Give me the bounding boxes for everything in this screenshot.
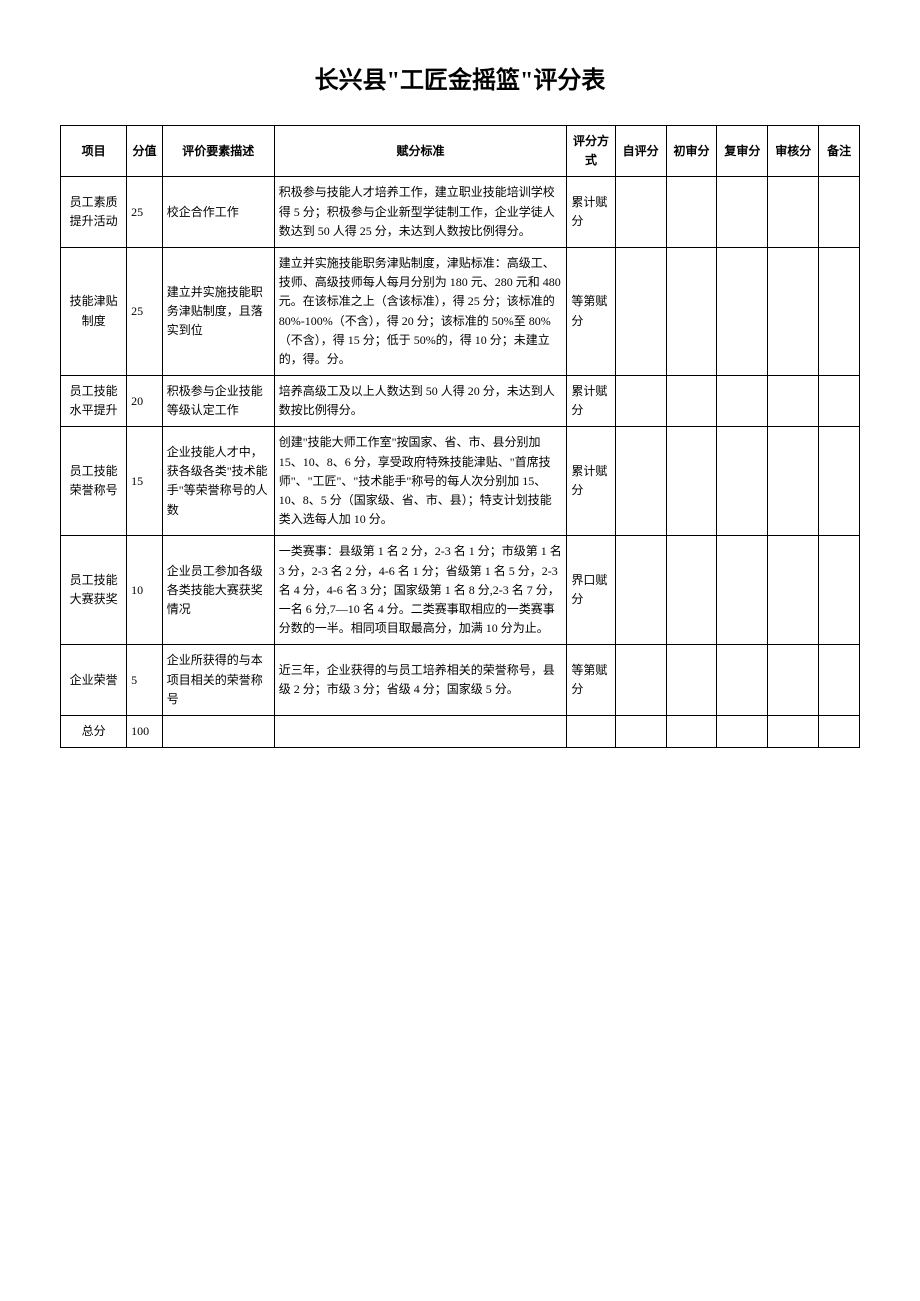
cell-empty: [819, 177, 860, 248]
cell-method: 累计赋分: [567, 177, 615, 248]
cell-standard: 一类赛事：县级第 1 名 2 分，2-3 名 1 分；市级第 1 名 3 分，2…: [274, 536, 567, 645]
cell-empty: [666, 376, 717, 427]
header-remark: 备注: [819, 126, 860, 177]
cell-project: 员工素质提升活动: [61, 177, 127, 248]
cell-empty: [615, 536, 666, 645]
cell-desc: 校企合作工作: [162, 177, 274, 248]
table-header-row: 项目 分值 评价要素描述 赋分标准 评分方式 自评分 初审分 复审分 审核分 备…: [61, 126, 860, 177]
cell-project: 企业荣誉: [61, 645, 127, 716]
cell-empty: [717, 645, 768, 716]
cell-empty: [717, 376, 768, 427]
cell-empty: [819, 376, 860, 427]
header-method: 评分方式: [567, 126, 615, 177]
header-project: 项目: [61, 126, 127, 177]
cell-empty: [768, 376, 819, 427]
cell-method: 累计赋分: [567, 427, 615, 536]
table-row-total: 总分100: [61, 715, 860, 747]
page-title: 长兴县"工匠金摇篮"评分表: [60, 60, 860, 95]
cell-empty: [162, 715, 274, 747]
cell-empty: [768, 715, 819, 747]
cell-method: 等第赋分: [567, 645, 615, 716]
cell-score: 10: [127, 536, 163, 645]
cell-project: 员工技能荣誉称号: [61, 427, 127, 536]
header-self: 自评分: [615, 126, 666, 177]
cell-empty: [666, 427, 717, 536]
cell-empty: [717, 427, 768, 536]
scoring-table: 项目 分值 评价要素描述 赋分标准 评分方式 自评分 初审分 复审分 审核分 备…: [60, 125, 860, 748]
cell-method: 界口赋分: [567, 536, 615, 645]
cell-score: 25: [127, 247, 163, 375]
cell-method: 累计赋分: [567, 376, 615, 427]
cell-method: 等第赋分: [567, 247, 615, 375]
cell-total-label: 总分: [61, 715, 127, 747]
cell-score: 20: [127, 376, 163, 427]
table-row: 企业荣誉5企业所获得的与本项目相关的荣誉称号近三年，企业获得的与员工培养相关的荣…: [61, 645, 860, 716]
cell-score: 15: [127, 427, 163, 536]
cell-empty: [615, 376, 666, 427]
cell-standard: 积极参与技能人才培养工作，建立职业技能培训学校得 5 分；积极参与企业新型学徒制…: [274, 177, 567, 248]
cell-score: 25: [127, 177, 163, 248]
header-audit: 审核分: [768, 126, 819, 177]
header-desc: 评价要素描述: [162, 126, 274, 177]
cell-desc: 企业员工参加各级各类技能大赛获奖情况: [162, 536, 274, 645]
cell-empty: [819, 427, 860, 536]
cell-empty: [717, 715, 768, 747]
cell-empty: [768, 247, 819, 375]
cell-empty: [666, 645, 717, 716]
cell-standard: 培养高级工及以上人数达到 50 人得 20 分，未达到人数按比例得分。: [274, 376, 567, 427]
cell-empty: [819, 536, 860, 645]
cell-empty: [819, 247, 860, 375]
cell-empty: [274, 715, 567, 747]
cell-empty: [717, 247, 768, 375]
table-row: 技能津贴制度25建立并实施技能职务津贴制度，且落实到位建立并实施技能职务津贴制度…: [61, 247, 860, 375]
header-first: 初审分: [666, 126, 717, 177]
cell-desc: 积极参与企业技能等级认定工作: [162, 376, 274, 427]
cell-empty: [768, 427, 819, 536]
cell-project: 技能津贴制度: [61, 247, 127, 375]
cell-empty: [768, 177, 819, 248]
cell-empty: [666, 177, 717, 248]
header-review: 复审分: [717, 126, 768, 177]
cell-empty: [819, 645, 860, 716]
cell-empty: [615, 427, 666, 536]
header-score: 分值: [127, 126, 163, 177]
header-standard: 赋分标准: [274, 126, 567, 177]
cell-empty: [717, 536, 768, 645]
cell-standard: 创建"技能大师工作室"按国家、省、市、县分别加 15、10、8、6 分，享受政府…: [274, 427, 567, 536]
cell-empty: [615, 247, 666, 375]
cell-project: 员工技能水平提升: [61, 376, 127, 427]
cell-desc: 企业技能人才中，获各级各类"技术能手"等荣誉称号的人数: [162, 427, 274, 536]
cell-empty: [615, 645, 666, 716]
cell-desc: 企业所获得的与本项目相关的荣誉称号: [162, 645, 274, 716]
cell-total-value: 100: [127, 715, 163, 747]
cell-empty: [615, 177, 666, 248]
cell-empty: [615, 715, 666, 747]
cell-empty: [567, 715, 615, 747]
cell-empty: [666, 536, 717, 645]
cell-empty: [819, 715, 860, 747]
table-row: 员工技能荣誉称号15企业技能人才中，获各级各类"技术能手"等荣誉称号的人数创建"…: [61, 427, 860, 536]
cell-empty: [666, 715, 717, 747]
cell-standard: 近三年，企业获得的与员工培养相关的荣誉称号，县级 2 分；市级 3 分；省级 4…: [274, 645, 567, 716]
table-row: 员工技能水平提升20积极参与企业技能等级认定工作培养高级工及以上人数达到 50 …: [61, 376, 860, 427]
cell-empty: [768, 536, 819, 645]
cell-standard: 建立并实施技能职务津贴制度，津贴标准：高级工、技师、高级技师每人每月分别为 18…: [274, 247, 567, 375]
table-row: 员工技能大赛获奖10企业员工参加各级各类技能大赛获奖情况一类赛事：县级第 1 名…: [61, 536, 860, 645]
cell-empty: [717, 177, 768, 248]
cell-project: 员工技能大赛获奖: [61, 536, 127, 645]
cell-empty: [666, 247, 717, 375]
cell-empty: [768, 645, 819, 716]
cell-desc: 建立并实施技能职务津贴制度，且落实到位: [162, 247, 274, 375]
cell-score: 5: [127, 645, 163, 716]
table-row: 员工素质提升活动25校企合作工作积极参与技能人才培养工作，建立职业技能培训学校得…: [61, 177, 860, 248]
